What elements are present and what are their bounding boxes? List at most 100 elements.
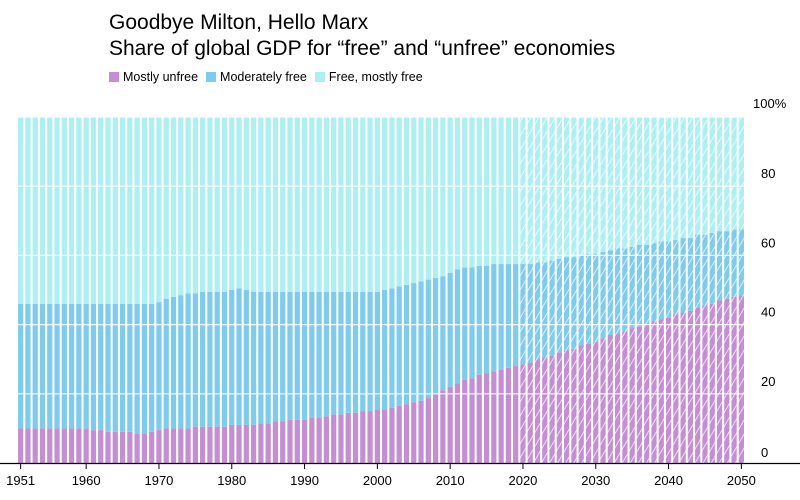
legend-item-free-mostly-free: Free, mostly free: [314, 70, 423, 84]
bar-mostly-unfree-1988: [287, 419, 293, 463]
bar-moderately-free-1960: [83, 303, 89, 429]
bar-moderately-free-1984: [258, 291, 264, 424]
bar-mostly-unfree-2005: [411, 402, 417, 463]
bar-moderately-free-1977: [207, 291, 213, 427]
x-tick-label-2040: 2040: [654, 473, 683, 488]
x-tick-label-2000: 2000: [363, 473, 392, 488]
bar-free-mostly-free-1961: [90, 117, 97, 304]
bar-free-mostly-free-1984: [258, 117, 264, 292]
bar-moderately-free-1988: [287, 291, 293, 420]
bar-mostly-unfree-1985: [265, 423, 271, 463]
bar-moderately-free-1968: [141, 303, 148, 434]
bar-moderately-free-2003: [396, 286, 402, 406]
bar-free-mostly-free-2014: [476, 117, 482, 266]
bar-free-mostly-free-1993: [323, 117, 330, 292]
bar-moderately-free-1997: [352, 291, 359, 413]
bar-mostly-unfree-1979: [221, 426, 228, 463]
bar-free-mostly-free-1962: [98, 117, 104, 304]
bar-free-mostly-free-1959: [76, 117, 82, 304]
bar-free-mostly-free-2003: [396, 117, 402, 287]
bar-moderately-free-2011: [454, 269, 461, 384]
bar-mostly-unfree-1981: [236, 424, 242, 463]
bar-mostly-unfree-1995: [338, 414, 344, 463]
bar-mostly-unfree-2002: [389, 407, 395, 463]
bar-free-mostly-free-2019: [513, 117, 519, 265]
bar-moderately-free-1995: [338, 291, 344, 415]
chart-legend: Mostly unfree Moderately free Free, most…: [109, 70, 431, 84]
bar-moderately-free-1983: [250, 291, 257, 425]
bar-moderately-free-1971: [163, 298, 169, 429]
bar-mostly-unfree-1961: [90, 430, 97, 463]
bar-free-mostly-free-2008: [432, 117, 439, 278]
bar-free-mostly-free-2013: [469, 117, 475, 268]
bar-mostly-unfree-2004: [403, 404, 410, 463]
bar-moderately-free-2005: [411, 283, 417, 403]
y-tick-label-100: 100%: [753, 96, 787, 111]
y-tick-label-40: 40: [761, 305, 775, 320]
bar-free-mostly-free-1989: [294, 117, 300, 292]
x-tick-label-1970: 1970: [144, 473, 173, 488]
bar-mostly-unfree-2016: [491, 371, 497, 463]
bar-moderately-free-2013: [469, 267, 475, 379]
bar-free-mostly-free-1955: [47, 117, 53, 304]
x-tick-label-2010: 2010: [436, 473, 465, 488]
bar-moderately-free-1996: [345, 291, 351, 413]
bar-mostly-unfree-1975: [192, 426, 198, 463]
bar-moderately-free-2006: [418, 281, 424, 401]
bar-moderately-free-1999: [367, 291, 373, 412]
bar-mostly-unfree-1953: [32, 428, 38, 463]
bar-mostly-unfree-1957: [61, 428, 67, 463]
legend-label-mostly-unfree: Mostly unfree: [123, 70, 199, 84]
bar-free-mostly-free-1986: [272, 117, 279, 292]
bar-mostly-unfree-1958: [68, 428, 75, 463]
bar-mostly-unfree-1972: [170, 428, 177, 463]
bar-mostly-unfree-2000: [374, 409, 380, 463]
bar-mostly-unfree-1963: [105, 431, 111, 463]
bar-mostly-unfree-1993: [323, 416, 330, 463]
bar-free-mostly-free-1970: [156, 117, 162, 303]
bar-moderately-free-1963: [105, 303, 111, 432]
bar-free-mostly-free-1991: [309, 117, 315, 292]
bar-moderately-free-1955: [47, 303, 53, 429]
bar-mostly-unfree-1956: [54, 428, 60, 463]
bar-free-mostly-free-1972: [170, 117, 177, 297]
bar-moderately-free-2002: [389, 288, 395, 408]
bar-moderately-free-2014: [476, 265, 482, 375]
bar-moderately-free-1961: [90, 303, 97, 431]
bar-moderately-free-1952: [25, 303, 31, 429]
bar-moderately-free-2008: [432, 277, 439, 394]
bar-mostly-unfree-1952: [25, 428, 31, 463]
bar-mostly-unfree-1983: [250, 424, 257, 463]
bar-mostly-unfree-1987: [280, 421, 286, 463]
bar-mostly-unfree-1959: [76, 428, 82, 463]
bar-mostly-unfree-1964: [112, 431, 118, 463]
x-tick-label-1990: 1990: [290, 473, 319, 488]
bar-free-mostly-free-1968: [141, 117, 148, 304]
bar-free-mostly-free-1987: [280, 117, 286, 292]
y-tick-label-60: 60: [761, 235, 775, 250]
bar-free-mostly-free-1960: [83, 117, 89, 304]
bar-free-mostly-free-2002: [389, 117, 395, 289]
bar-moderately-free-1965: [119, 303, 126, 432]
bar-moderately-free-1980: [229, 290, 235, 425]
bar-free-mostly-free-1975: [192, 117, 198, 294]
bar-mostly-unfree-1977: [207, 426, 213, 463]
bar-mostly-unfree-1973: [178, 428, 184, 463]
bar-moderately-free-1957: [61, 303, 67, 429]
bar-free-mostly-free-1979: [221, 117, 228, 292]
bar-moderately-free-1959: [76, 303, 82, 429]
bar-moderately-free-1970: [156, 302, 162, 431]
bar-mostly-unfree-1962: [98, 430, 104, 463]
bar-free-mostly-free-1981: [236, 117, 242, 289]
bar-moderately-free-1978: [214, 291, 220, 427]
x-tick-label-1980: 1980: [217, 473, 246, 488]
bar-free-mostly-free-1988: [287, 117, 293, 292]
bar-mostly-unfree-1989: [294, 419, 300, 463]
projection-hatch-layer: [519, 117, 745, 463]
bar-free-mostly-free-1999: [367, 117, 373, 292]
bar-moderately-free-1969: [149, 303, 155, 432]
bar-moderately-free-2016: [491, 264, 497, 372]
bar-free-mostly-free-1973: [178, 117, 184, 296]
y-tick-label-20: 20: [761, 374, 775, 389]
